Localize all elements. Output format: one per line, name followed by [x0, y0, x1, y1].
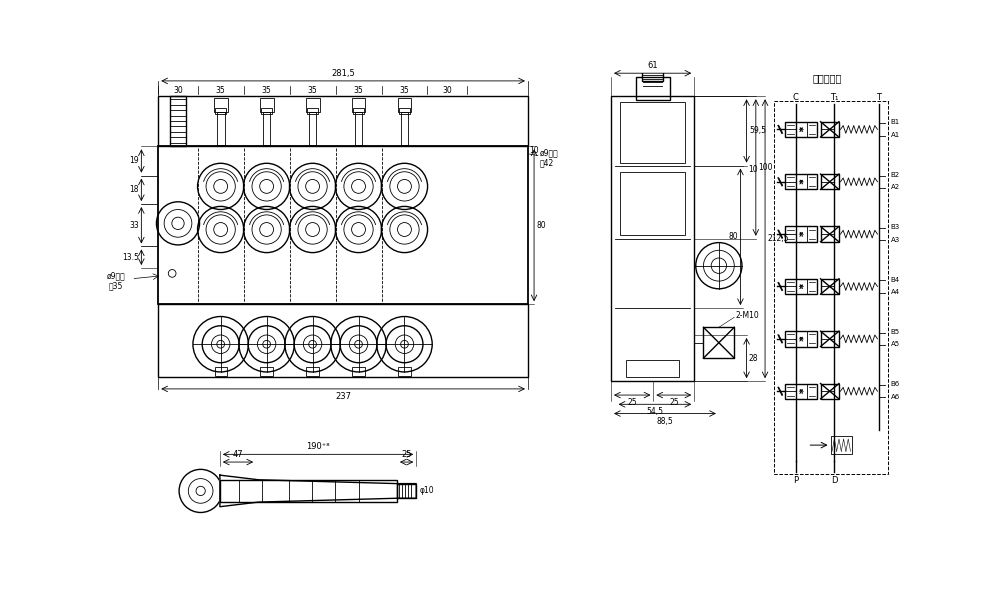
Text: B3: B3 [891, 224, 900, 230]
Text: 10: 10 [529, 146, 539, 156]
Text: 25: 25 [401, 450, 412, 459]
Text: 2-M10: 2-M10 [736, 311, 760, 320]
Bar [785, 122, 817, 137]
Text: 35: 35 [216, 85, 226, 95]
Text: 35: 35 [262, 85, 271, 95]
Bar [820, 226, 839, 242]
Bar [158, 146, 528, 304]
Bar [306, 98, 320, 112]
Bar [785, 384, 817, 399]
Text: A3: A3 [891, 237, 900, 243]
Bar [215, 367, 227, 376]
Bar [352, 367, 365, 376]
Bar [260, 98, 274, 112]
Text: B5: B5 [891, 329, 900, 335]
Text: A6: A6 [891, 393, 900, 400]
Text: A2: A2 [891, 184, 900, 190]
Bar [620, 102, 685, 162]
Bar [353, 108, 364, 114]
Bar [626, 360, 679, 376]
Text: B1: B1 [891, 120, 900, 126]
Text: T₁: T₁ [830, 93, 839, 102]
Text: B2: B2 [891, 172, 900, 178]
Bar [215, 108, 226, 114]
Bar [399, 108, 410, 114]
Text: D: D [831, 476, 838, 485]
Text: 80: 80 [728, 232, 738, 242]
Bar [309, 112, 316, 145]
Text: 47: 47 [233, 450, 243, 459]
Bar [398, 367, 411, 376]
Bar [785, 226, 817, 242]
Text: 液压原理图: 液压原理图 [813, 73, 842, 83]
Bar [170, 96, 186, 146]
Text: 30: 30 [442, 85, 452, 95]
Bar [397, 484, 416, 498]
Text: 25: 25 [669, 398, 679, 407]
Bar [831, 436, 852, 454]
Text: 281,5: 281,5 [331, 69, 355, 78]
Text: 13.5: 13.5 [122, 253, 139, 262]
Text: 100: 100 [758, 163, 773, 172]
Bar [620, 172, 685, 235]
Bar [307, 108, 318, 114]
Bar [398, 98, 411, 112]
Bar [217, 112, 225, 145]
Text: ø9通孔
高42: ø9通孔 高42 [539, 148, 558, 168]
Text: 212,5: 212,5 [767, 234, 789, 243]
Text: B4: B4 [891, 276, 900, 282]
Bar [158, 304, 528, 378]
Bar [703, 328, 734, 358]
Polygon shape [220, 475, 416, 507]
Text: 88,5: 88,5 [657, 417, 673, 426]
Text: 54,5: 54,5 [646, 407, 663, 417]
Text: 237: 237 [335, 392, 351, 401]
Text: P: P [793, 476, 798, 485]
Text: C: C [793, 93, 799, 102]
Bar [785, 174, 817, 190]
Bar [636, 77, 670, 100]
Bar [401, 112, 408, 145]
Text: 80: 80 [536, 221, 546, 230]
Bar [220, 479, 397, 502]
Text: ø9通孔
高35: ø9通孔 高35 [107, 271, 125, 291]
Text: 18: 18 [130, 185, 139, 195]
Text: 10: 10 [748, 165, 758, 174]
Bar [158, 96, 528, 146]
Text: 59,5: 59,5 [749, 126, 766, 135]
Bar [820, 279, 839, 294]
Text: 61: 61 [647, 61, 658, 70]
Text: T: T [877, 93, 882, 102]
Text: 19: 19 [129, 157, 139, 165]
Text: 30: 30 [173, 85, 183, 95]
Bar [260, 367, 273, 376]
Bar [306, 367, 319, 376]
Bar [820, 174, 839, 190]
Bar [820, 122, 839, 137]
Bar [261, 108, 272, 114]
Text: 35: 35 [308, 85, 317, 95]
Text: φ10: φ10 [420, 486, 435, 495]
Text: A1: A1 [891, 132, 900, 138]
Text: 35: 35 [400, 85, 409, 95]
Text: B6: B6 [891, 381, 900, 387]
Bar [642, 62, 663, 81]
Text: 35: 35 [354, 85, 363, 95]
Bar [214, 98, 228, 112]
Bar [774, 101, 888, 475]
Bar [820, 331, 839, 346]
Text: 28: 28 [749, 354, 758, 362]
Bar [263, 112, 270, 145]
Bar [785, 279, 817, 294]
Bar [611, 96, 694, 381]
Bar [820, 384, 839, 399]
Text: 190⁺⁸: 190⁺⁸ [306, 442, 330, 451]
Bar [785, 331, 817, 346]
Text: 33: 33 [129, 221, 139, 230]
Bar [355, 112, 362, 145]
Text: 25: 25 [627, 398, 637, 407]
Text: A4: A4 [891, 289, 900, 295]
Bar [352, 98, 365, 112]
Text: A5: A5 [891, 341, 900, 347]
